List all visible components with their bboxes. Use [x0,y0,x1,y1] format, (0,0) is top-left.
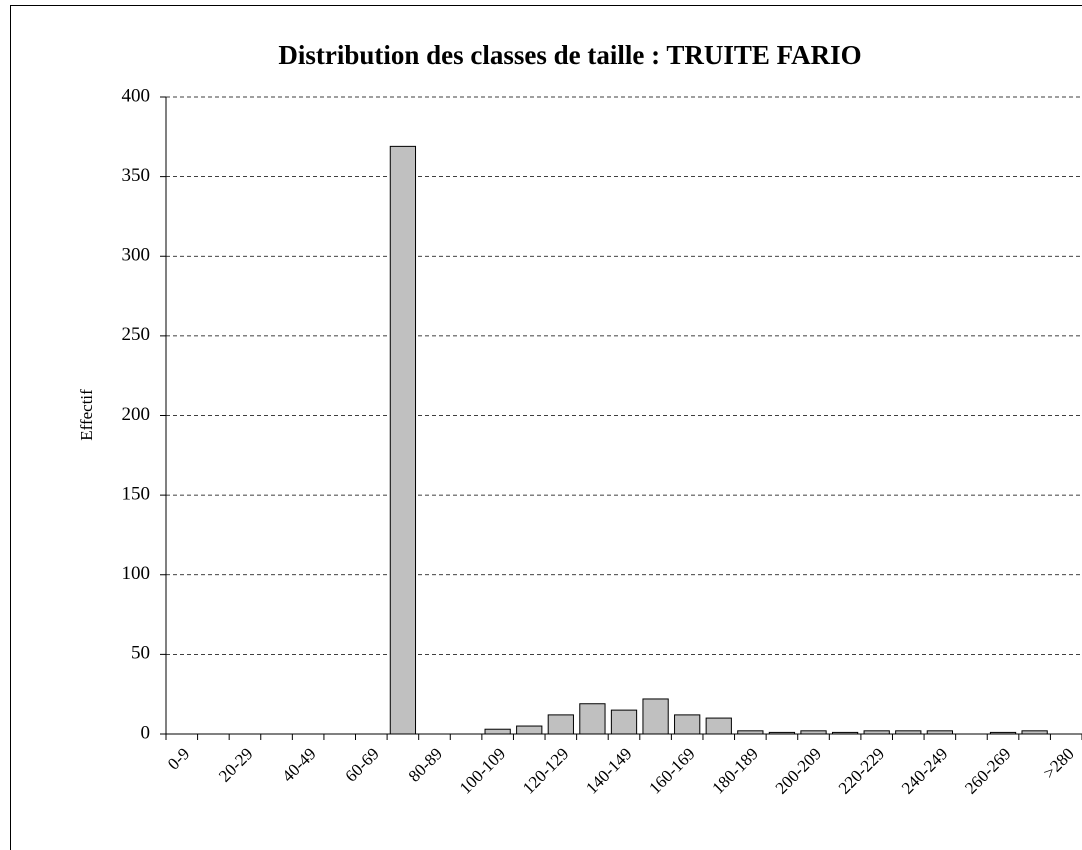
y-tick-label: 200 [122,404,151,425]
y-tick-label: 250 [122,324,151,345]
bar [863,730,890,735]
y-tick-label: 400 [122,85,151,106]
y-tick-label: 50 [131,643,150,664]
bar [926,730,953,735]
bar [389,145,417,735]
chart-title: Distribution des classes de taille : TRU… [278,40,861,70]
y-axis-label: Effectif [77,389,96,441]
bar [1021,730,1048,735]
bar [516,725,543,735]
bar [895,730,922,735]
y-tick-label: 0 [141,722,151,743]
bar [484,728,511,735]
y-tick-label: 150 [122,483,151,504]
bar [705,717,732,735]
bar [737,730,764,735]
bar [800,730,827,735]
bar [674,714,701,735]
y-tick-label: 100 [122,563,151,584]
chart-border [10,5,1082,850]
bar [768,731,796,735]
y-tick-label: 350 [122,165,151,186]
bar [642,698,669,735]
bar [579,703,606,735]
bar [831,731,859,735]
y-tick-label: 300 [122,245,151,266]
bar [547,714,574,735]
bar [610,709,638,735]
bar [989,731,1017,735]
